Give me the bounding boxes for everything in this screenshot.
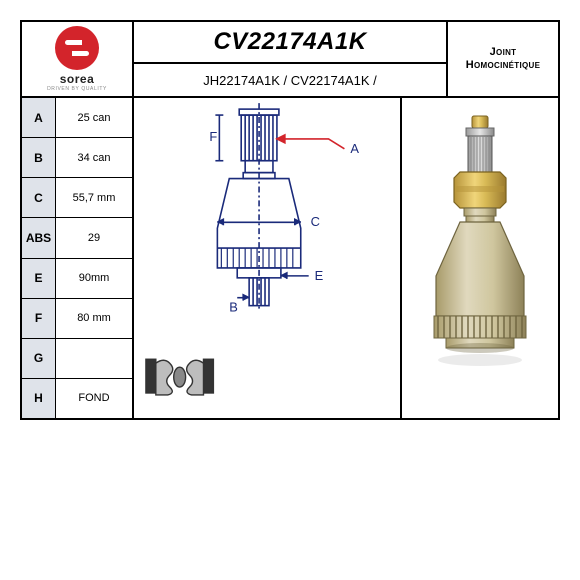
spec-row: E 90mm [22, 259, 132, 299]
diagram-label-f: F [209, 129, 217, 144]
title-cell: CV22174A1K JH22174A1K / CV22174A1K / [134, 22, 448, 96]
spec-value: 34 can [56, 138, 132, 177]
spec-key: E [22, 259, 56, 298]
header-row: sorea DRIVEN BY QUALITY CV22174A1K JH221… [22, 22, 558, 98]
spec-value: 25 can [56, 98, 132, 137]
brand-tagline: DRIVEN BY QUALITY [47, 86, 107, 92]
spec-value: 29 [56, 218, 132, 257]
spec-value: 55,7 mm [56, 178, 132, 217]
spec-value: 90mm [56, 259, 132, 298]
diagram-label-a: A [350, 141, 359, 156]
spec-value [56, 339, 132, 378]
spec-key: ABS [22, 218, 56, 257]
technical-diagram: F A C E B [134, 98, 402, 418]
alt-part-numbers: JH22174A1K / CV22174A1K / [134, 64, 446, 96]
spec-value: FOND [56, 379, 132, 418]
spec-row: B 34 can [22, 138, 132, 178]
spec-key: G [22, 339, 56, 378]
spec-table: A 25 can B 34 can C 55,7 mm ABS 29 E 90m… [22, 98, 134, 418]
diagram-svg: F A C E B [134, 98, 400, 418]
spec-row: F 80 mm [22, 299, 132, 339]
spec-row: H FOND [22, 379, 132, 418]
spec-sheet: sorea DRIVEN BY QUALITY CV22174A1K JH221… [20, 20, 560, 420]
category-line1: Joint [490, 46, 517, 58]
product-photo [402, 98, 558, 418]
diagram-label-e: E [315, 268, 324, 283]
spec-key: B [22, 138, 56, 177]
spec-key: H [22, 379, 56, 418]
spec-row: C 55,7 mm [22, 178, 132, 218]
diagram-label-c: C [311, 214, 320, 229]
spec-row: G [22, 339, 132, 379]
spec-key: F [22, 299, 56, 338]
photo-svg [402, 98, 558, 418]
brand-logo-icon [55, 26, 99, 70]
brand-name: sorea [60, 72, 95, 86]
spec-row: A 25 can [22, 98, 132, 138]
category-cell: Joint Homocinétique [448, 22, 558, 96]
brand-logo-cell: sorea DRIVEN BY QUALITY [22, 22, 134, 96]
spec-value: 80 mm [56, 299, 132, 338]
spec-key: A [22, 98, 56, 137]
category-line2: Homocinétique [466, 59, 541, 71]
diagram-label-b: B [229, 300, 238, 315]
spec-key: C [22, 178, 56, 217]
body-row: A 25 can B 34 can C 55,7 mm ABS 29 E 90m… [22, 98, 558, 418]
spec-row: ABS 29 [22, 218, 132, 258]
part-number: CV22174A1K [134, 22, 446, 64]
